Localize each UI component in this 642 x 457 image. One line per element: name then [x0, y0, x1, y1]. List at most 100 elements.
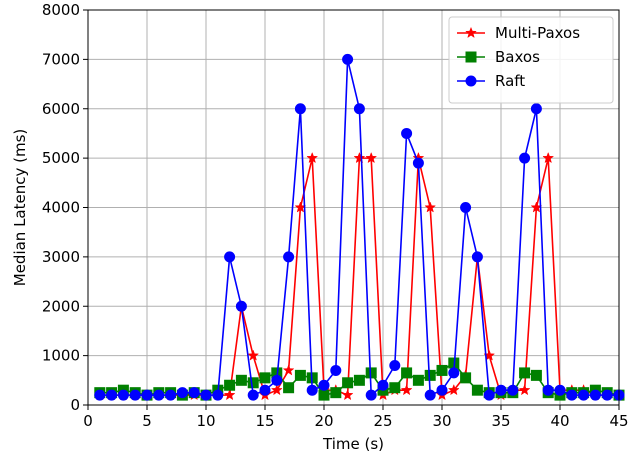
- data-point: [283, 251, 295, 263]
- data-point: [259, 384, 271, 396]
- data-point: [589, 389, 601, 401]
- data-point: [223, 388, 236, 401]
- legend-item: Baxos: [457, 48, 540, 66]
- legend-box: [448, 16, 614, 104]
- y-tick-label: 4000: [42, 199, 80, 217]
- data-point: [353, 151, 366, 164]
- x-tick-label: 35: [491, 412, 510, 430]
- data-point: [176, 387, 188, 399]
- data-point: [601, 389, 613, 401]
- legend-item: Multi-Paxos: [457, 24, 580, 42]
- data-point: [460, 372, 472, 384]
- x-tick-label: 15: [255, 412, 274, 430]
- data-point: [530, 369, 542, 381]
- data-point: [447, 383, 460, 396]
- data-point: [401, 127, 413, 139]
- data-point: [259, 372, 271, 384]
- data-point: [294, 369, 306, 381]
- series-star: [93, 151, 625, 401]
- data-point: [412, 157, 424, 169]
- data-point: [566, 389, 578, 401]
- data-point: [530, 103, 542, 115]
- data-point: [400, 383, 413, 396]
- data-point: [224, 251, 236, 263]
- y-axis-title: Median Latency (ms): [11, 129, 29, 287]
- data-point: [377, 379, 389, 391]
- data-point: [271, 374, 283, 386]
- data-point: [365, 389, 377, 401]
- data-point: [318, 389, 330, 401]
- y-tick-label: 6000: [42, 100, 80, 118]
- data-point: [94, 389, 106, 401]
- data-point: [188, 387, 200, 399]
- data-point: [507, 384, 519, 396]
- data-point: [554, 384, 566, 396]
- data-point: [495, 384, 507, 396]
- data-point: [412, 374, 424, 386]
- data-point: [318, 379, 330, 391]
- data-point: [247, 349, 260, 361]
- data-point: [212, 389, 224, 401]
- data-point: [330, 387, 342, 399]
- data-point: [471, 251, 483, 263]
- x-tick-label: 20: [314, 412, 333, 430]
- legend-marker: [465, 51, 477, 63]
- series-layer: [93, 53, 625, 401]
- legend-label: Baxos: [495, 48, 540, 66]
- data-point: [282, 364, 295, 376]
- y-tick-label: 8000: [42, 1, 80, 19]
- data-point: [165, 389, 177, 401]
- data-point: [294, 103, 306, 115]
- y-tick-label: 1000: [42, 347, 80, 365]
- data-point: [200, 389, 212, 401]
- x-axis-title: Time (s): [322, 435, 384, 453]
- tick-marks: 0 5 10 15 20 25 30 35 40 45 0 1000 2000 3000 4000 5000 6…: [42, 1, 629, 430]
- x-tick-label: 10: [196, 412, 215, 430]
- series-circle: [94, 53, 625, 401]
- legend-marker: [465, 26, 477, 39]
- data-point: [117, 389, 129, 401]
- x-tick-label: 30: [432, 412, 451, 430]
- x-tick-label: 25: [373, 412, 392, 430]
- data-point: [342, 53, 354, 65]
- legend: Multi-Paxos Baxos Raft: [448, 16, 614, 104]
- data-point: [306, 384, 318, 396]
- legend-marker: [465, 75, 477, 87]
- legend-item: Raft: [457, 72, 525, 90]
- legend-label: Raft: [495, 72, 525, 90]
- y-tick-label: 2000: [42, 297, 80, 315]
- data-point: [519, 152, 531, 164]
- series-line: [99, 157, 619, 396]
- x-tick-label: 0: [83, 412, 93, 430]
- y-tick-label: 7000: [42, 50, 80, 68]
- data-point: [235, 374, 247, 386]
- data-point: [518, 383, 531, 396]
- x-tick-label: 5: [142, 412, 152, 430]
- legend-label: Multi-Paxos: [495, 24, 580, 42]
- data-point: [106, 389, 118, 401]
- data-point: [448, 367, 460, 379]
- data-point: [542, 384, 554, 396]
- data-point: [129, 389, 141, 401]
- data-point: [483, 389, 495, 401]
- data-point: [578, 389, 590, 401]
- data-point: [353, 374, 365, 386]
- data-point: [424, 389, 436, 401]
- x-tick-label: 40: [550, 412, 569, 430]
- data-point: [330, 364, 342, 376]
- data-point: [471, 384, 483, 396]
- data-point: [519, 367, 531, 379]
- y-tick-label: 3000: [42, 248, 80, 266]
- data-point: [389, 382, 401, 394]
- data-point: [389, 360, 401, 371]
- data-point: [247, 377, 259, 389]
- y-tick-label: 0: [70, 396, 80, 414]
- data-point: [401, 367, 413, 379]
- data-point: [424, 201, 437, 213]
- data-point: [306, 151, 319, 164]
- y-tick-label: 5000: [42, 149, 80, 167]
- data-point: [247, 389, 259, 401]
- data-point: [283, 382, 295, 394]
